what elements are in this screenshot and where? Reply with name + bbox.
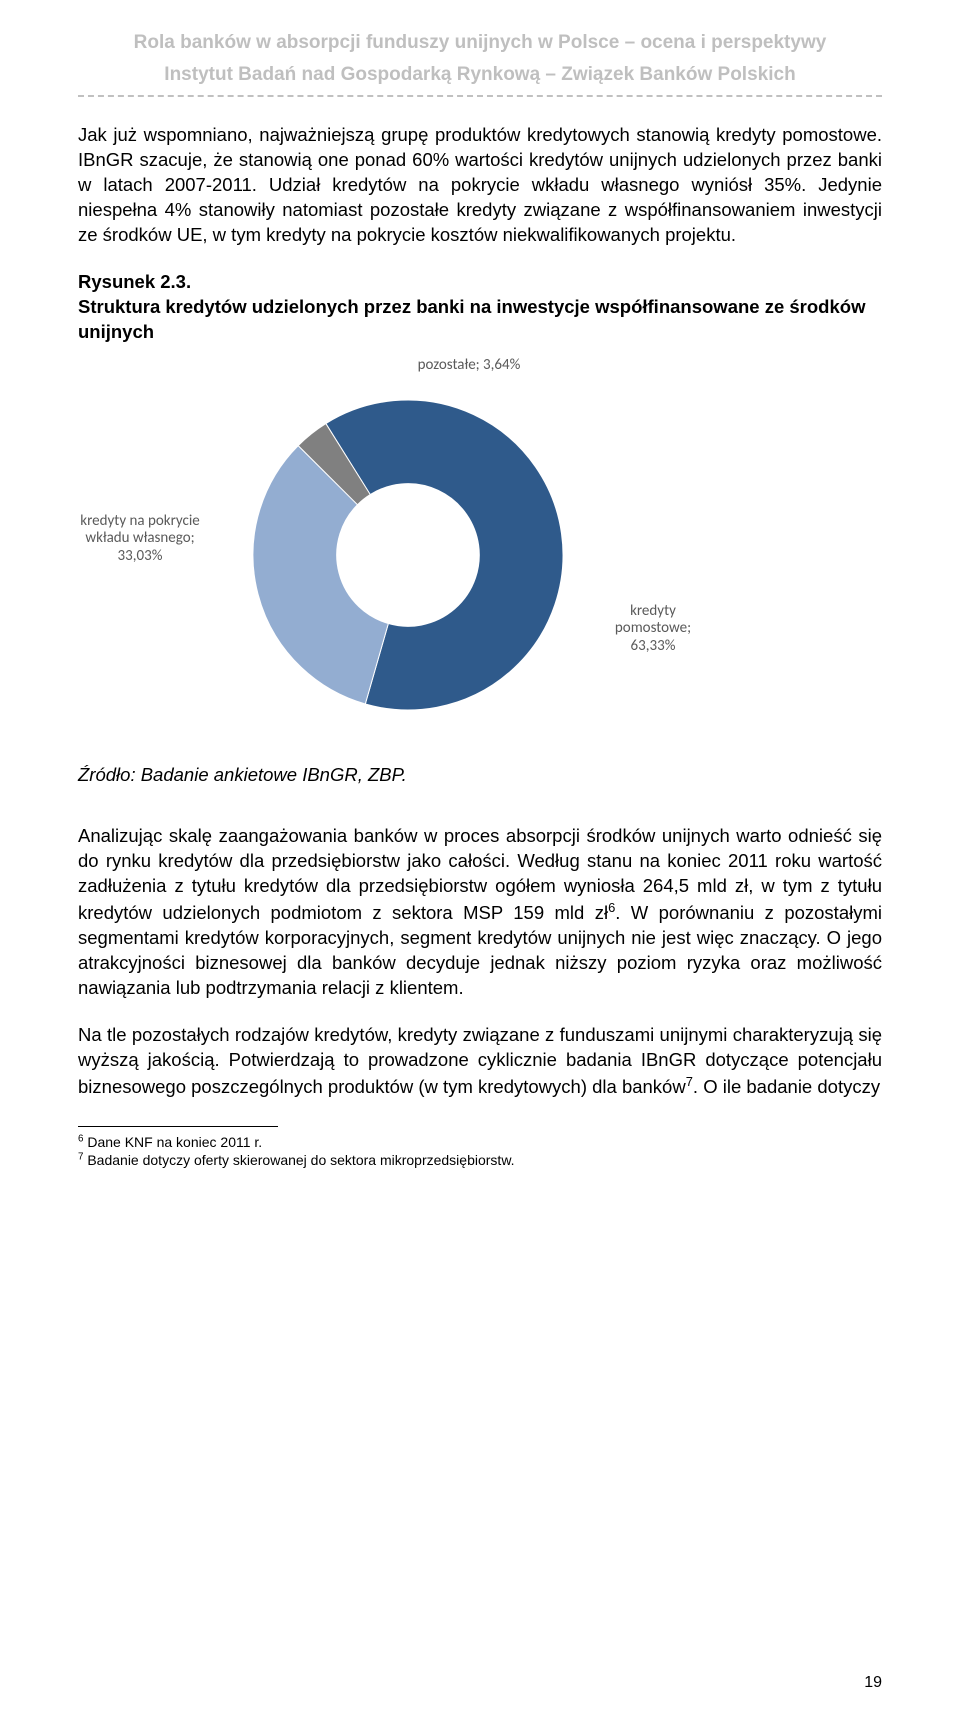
running-title: Rola banków w absorpcji funduszy unijnyc… xyxy=(78,30,882,56)
donut-chart: pozostałe; 3,64% kredyty na pokrycie wkł… xyxy=(78,355,718,735)
footnotes-divider xyxy=(78,1126,278,1127)
figure-caption: Struktura kredytów udzielonych przez ban… xyxy=(78,295,882,345)
running-subtitle: Instytut Badań nad Gospodarką Rynkową – … xyxy=(78,62,882,88)
header-divider xyxy=(78,95,882,97)
footnote-6-text: Dane KNF na koniec 2011 r. xyxy=(83,1134,262,1150)
page-number: 19 xyxy=(864,1672,882,1694)
paragraph-2: Analizując skalę zaangażowania banków w … xyxy=(78,824,882,1001)
paragraph-1: Jak już wspomniano, najważniejszą grupę … xyxy=(78,123,882,248)
footnote-6: 6 Dane KNF na koniec 2011 r. xyxy=(78,1133,882,1151)
slice-label-wklad-wlasny: kredyty na pokrycie wkładu własnego; 33,… xyxy=(80,513,200,565)
slice-label-pomostowe: kredyty pomostowe; 63,33% xyxy=(598,603,708,655)
footnote-ref-7: 7 xyxy=(686,1074,693,1089)
paragraph-3: Na tle pozostałych rodzajów kredytów, kr… xyxy=(78,1023,882,1100)
page: Rola banków w absorpcji funduszy unijnyc… xyxy=(0,0,960,1722)
figure-label: Rysunek 2.3. xyxy=(78,270,882,295)
figure-source: Źródło: Badanie ankietowe IBnGR, ZBP. xyxy=(78,763,882,788)
paragraph-3b: . O ile badanie dotyczy xyxy=(693,1076,880,1097)
footnote-7-text: Badanie dotyczy oferty skierowanej do se… xyxy=(83,1152,514,1168)
footnote-7: 7 Badanie dotyczy oferty skierowanej do … xyxy=(78,1151,882,1169)
slice-label-pozostale: pozostałe; 3,64% xyxy=(394,357,544,374)
